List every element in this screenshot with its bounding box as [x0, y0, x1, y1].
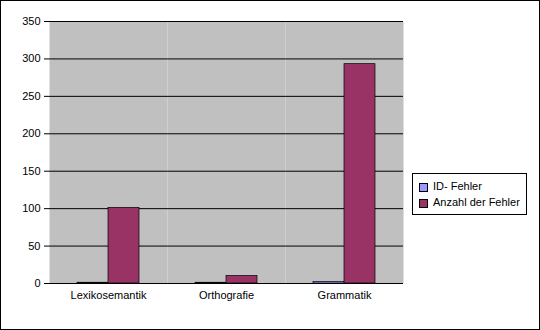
svg-text:Orthografie: Orthografie — [199, 289, 254, 301]
svg-text:Lexikosemantik: Lexikosemantik — [71, 289, 147, 301]
svg-text:50: 50 — [28, 240, 40, 252]
html-text:Anzahl der Fehler: Anzahl der Fehler — [433, 196, 520, 208]
svg-text:300: 300 — [22, 52, 40, 64]
svg-text:100: 100 — [22, 202, 40, 214]
svg-text:350: 350 — [22, 15, 40, 27]
svg-text:Grammatik: Grammatik — [318, 289, 372, 301]
html-text:ID- Fehler: ID- Fehler — [433, 180, 482, 192]
svg-text:150: 150 — [22, 165, 40, 177]
svg-text:200: 200 — [22, 127, 40, 139]
svg-text:0: 0 — [34, 277, 40, 289]
svg-text:250: 250 — [22, 90, 40, 102]
